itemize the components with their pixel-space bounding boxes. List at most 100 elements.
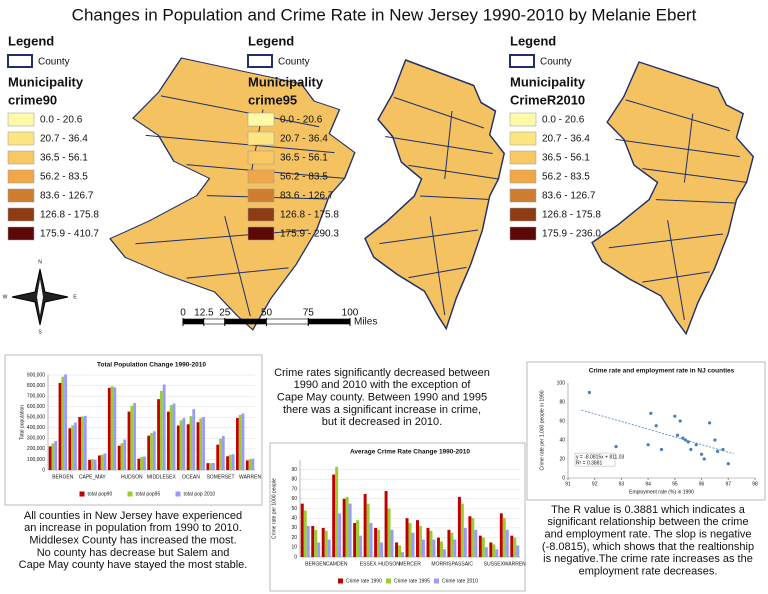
bar xyxy=(169,405,173,470)
bar xyxy=(369,523,373,557)
layer-label: Municipality xyxy=(248,74,324,89)
point xyxy=(654,424,658,428)
bar xyxy=(58,382,62,470)
layer-label: Municipality xyxy=(8,74,84,89)
county-swatch xyxy=(7,54,33,68)
bar xyxy=(436,537,440,557)
bar xyxy=(356,520,360,557)
bar xyxy=(110,386,114,470)
class-swatch xyxy=(509,226,537,241)
bar xyxy=(212,463,215,470)
x-tick-label: PASSAIC xyxy=(452,561,474,567)
county-border xyxy=(409,165,499,179)
compass-inner xyxy=(37,279,43,315)
county-label: County xyxy=(38,57,70,68)
class-label: 56.2 - 83.5 xyxy=(40,172,88,183)
bar xyxy=(348,503,352,557)
bar xyxy=(492,544,496,557)
county-border xyxy=(430,216,445,315)
scale-segment xyxy=(307,318,351,325)
class-label: 56.2 - 83.5 xyxy=(542,172,590,183)
bar xyxy=(206,463,210,470)
bar xyxy=(150,432,153,470)
bar xyxy=(468,516,472,557)
class-label: 20.7 - 36.4 xyxy=(542,134,590,145)
bar xyxy=(439,541,443,557)
x-tick-label: 98 xyxy=(752,481,758,487)
class-swatch xyxy=(7,150,35,165)
y-tick-label: 30 xyxy=(291,525,297,531)
bar xyxy=(405,518,409,557)
bar xyxy=(248,459,252,470)
bar xyxy=(332,474,336,557)
bar xyxy=(390,529,394,557)
class-label: 83.6 - 126.7 xyxy=(280,191,334,202)
x-tick-label: WARREN xyxy=(504,561,526,567)
class-swatch xyxy=(247,112,275,127)
bar xyxy=(143,456,146,470)
bar xyxy=(202,417,205,470)
x-tick-label: CAMDEN xyxy=(326,561,348,567)
x-tick-label: 96 xyxy=(699,481,705,487)
scale-segment xyxy=(203,318,226,325)
point xyxy=(726,462,730,466)
scale-segment xyxy=(182,318,205,325)
bar xyxy=(209,463,213,470)
class-label: 175.9 - 410.7 xyxy=(40,229,99,240)
class-label: 126.8 - 175.8 xyxy=(542,210,601,221)
legend-label: Crime rate 1990 xyxy=(346,578,382,584)
class-label: 36.5 - 56.1 xyxy=(280,153,328,164)
y-tick-label: 700,000 xyxy=(27,393,45,399)
bar xyxy=(416,520,419,557)
bar xyxy=(442,549,446,557)
y-tick-label: 200,000 xyxy=(27,446,45,452)
r-squared: R² = 0.3881 xyxy=(576,460,602,466)
nj-map xyxy=(591,61,755,335)
scale-label: 0 xyxy=(180,308,186,319)
paragraph-line: and employment rate. The slop is negativ… xyxy=(544,529,751,541)
bar xyxy=(199,418,203,470)
bar xyxy=(147,435,151,470)
class-swatch xyxy=(7,169,35,184)
class-label: 126.8 - 175.8 xyxy=(40,210,99,221)
bar xyxy=(64,374,67,470)
bar xyxy=(51,443,55,470)
bar xyxy=(345,496,349,557)
county-border xyxy=(380,230,479,244)
y-tick-label: 800,000 xyxy=(27,383,45,389)
point xyxy=(646,443,650,447)
field-label: crime95 xyxy=(248,92,297,107)
chart-title: Crime rate and employment rate in NJ cou… xyxy=(589,368,735,375)
bar xyxy=(398,545,402,557)
bar xyxy=(463,527,467,557)
bar xyxy=(516,545,520,557)
bar xyxy=(513,537,517,557)
legend-title: Legend xyxy=(8,33,54,48)
scale-label: 75 xyxy=(303,308,315,319)
compass-south: S xyxy=(38,329,42,335)
bar xyxy=(182,418,186,470)
class-label: 0.0 - 20.6 xyxy=(280,115,323,126)
class-swatch xyxy=(509,150,537,165)
legend-swatch xyxy=(175,491,181,497)
scale-label: 50 xyxy=(261,308,273,319)
bar xyxy=(359,535,363,557)
paragraph-line: The R value is 0.3881 which indicates a xyxy=(551,504,746,516)
point xyxy=(702,457,706,461)
bar xyxy=(157,399,160,470)
bar xyxy=(196,422,200,470)
paragraph-line: employment rate decreases. xyxy=(579,565,718,577)
paragraph-line: All counties in New Jersey have experien… xyxy=(24,510,242,522)
point xyxy=(707,421,712,425)
bar xyxy=(152,431,156,470)
point xyxy=(587,390,591,395)
bar xyxy=(484,547,488,557)
bar xyxy=(303,510,307,557)
class-swatch xyxy=(247,188,275,203)
bar xyxy=(353,523,357,557)
x-tick-label: 97 xyxy=(726,481,732,487)
x-tick-label: SUSSEX xyxy=(484,561,505,567)
bar xyxy=(140,457,144,470)
point xyxy=(694,443,698,447)
x-tick-label: BERGEN xyxy=(305,561,327,567)
